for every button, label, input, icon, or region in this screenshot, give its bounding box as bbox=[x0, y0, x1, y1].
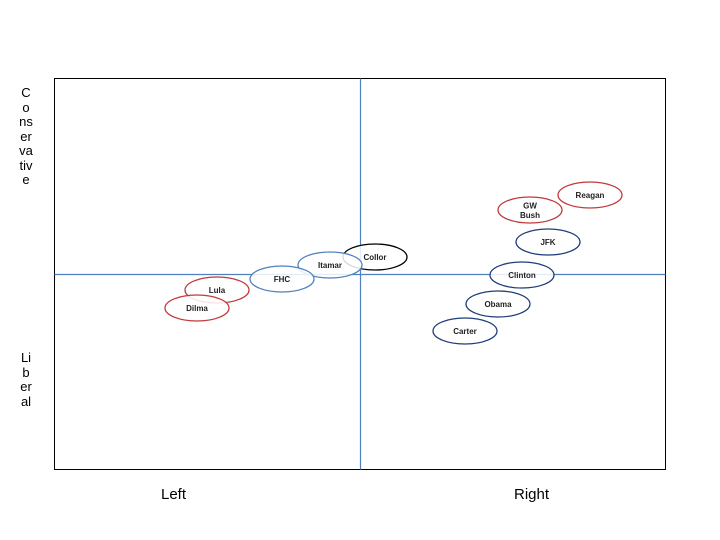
figure-node-fhc: FHC bbox=[249, 265, 315, 293]
figure-label-fhc: FHC bbox=[274, 275, 291, 284]
figure-ellipse-obama bbox=[465, 290, 531, 318]
figure-label-carter: Carter bbox=[453, 327, 477, 336]
figure-label-lula: Lula bbox=[209, 286, 226, 295]
y-axis-label-liberal: Liberal bbox=[20, 350, 32, 409]
figure-ellipse-jfk bbox=[515, 228, 581, 256]
figure-ellipse-fhc bbox=[249, 265, 315, 293]
figure-label-obama: Obama bbox=[484, 300, 512, 309]
figure-ellipse-carter bbox=[432, 317, 498, 345]
figure-ellipse-gwbush bbox=[497, 196, 563, 224]
figure-label-collor: Collor bbox=[363, 253, 386, 262]
figure-node-jfk: JFK bbox=[515, 228, 581, 256]
figure-node-obama: Obama bbox=[465, 290, 531, 318]
figure-node-clinton: Clinton bbox=[489, 261, 555, 289]
figure-label-gwbush: Bush bbox=[520, 211, 540, 220]
figure-label-itamar: Itamar bbox=[318, 261, 342, 270]
figure-node-reagan: Reagan bbox=[557, 181, 623, 209]
figure-label-clinton: Clinton bbox=[508, 271, 536, 280]
figure-node-dilma: Dilma bbox=[164, 294, 230, 322]
x-axis-label-left: Left bbox=[161, 486, 187, 503]
figure-node-carter: Carter bbox=[432, 317, 498, 345]
figure-node-itamar: Itamar bbox=[297, 251, 363, 279]
figure-label-jfk: JFK bbox=[540, 238, 555, 247]
x-axis-label-right: Right bbox=[514, 486, 550, 503]
figure-ellipse-clinton bbox=[489, 261, 555, 289]
figure-ellipse-itamar bbox=[297, 251, 363, 279]
y-axis-label-conservative: Conservative bbox=[19, 85, 33, 187]
figure-ellipse-reagan bbox=[557, 181, 623, 209]
figure-ellipse-dilma bbox=[164, 294, 230, 322]
figure-label-reagan: Reagan bbox=[576, 191, 605, 200]
figure-label-gwbush: GW bbox=[523, 201, 537, 210]
figure-label-dilma: Dilma bbox=[186, 304, 208, 313]
